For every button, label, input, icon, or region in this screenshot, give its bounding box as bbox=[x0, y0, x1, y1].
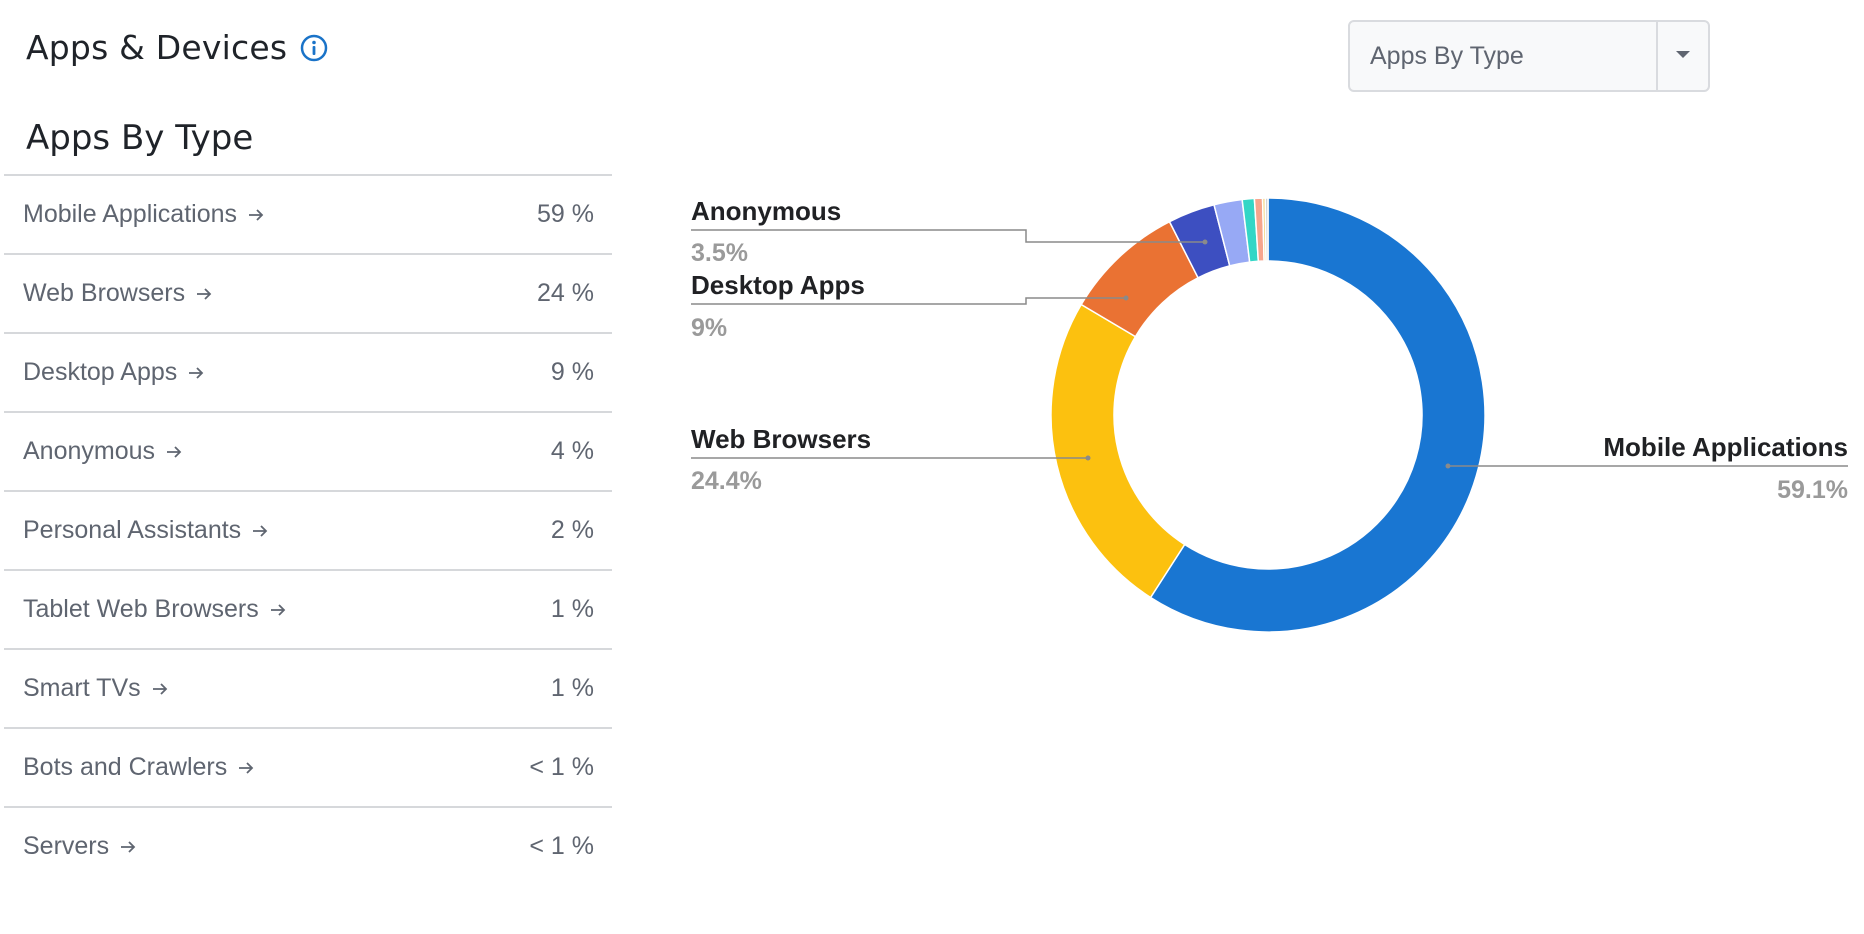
callout-desktop-apps-pct: 9% bbox=[691, 314, 727, 342]
table-row[interactable]: Personal Assistants 2 % bbox=[4, 492, 612, 571]
callout-mobile-applications: Mobile Applications 59.1% bbox=[1445, 432, 1848, 504]
table-row[interactable]: Tablet Web Browsers 1 % bbox=[4, 571, 612, 650]
row-value: 24 % bbox=[537, 279, 594, 307]
table-row[interactable]: Anonymous 4 % bbox=[4, 413, 612, 492]
slice-servers[interactable] bbox=[1264, 197, 1269, 262]
arrow-right-icon bbox=[151, 680, 169, 698]
slice-web-browsers[interactable] bbox=[1050, 303, 1186, 599]
arrow-right-icon bbox=[165, 443, 183, 461]
row-label: Servers bbox=[23, 832, 110, 860]
callout-web-browsers-name: Web Browsers bbox=[691, 424, 871, 454]
table-row[interactable]: Web Browsers 24 % bbox=[4, 255, 612, 334]
callout-anonymous-name: Anonymous bbox=[691, 196, 841, 226]
row-label: Web Browsers bbox=[23, 279, 186, 307]
arrow-right-icon bbox=[237, 759, 255, 777]
dropdown-selected-value: Apps By Type bbox=[1370, 41, 1524, 70]
arrow-right-icon bbox=[187, 364, 205, 382]
row-label: Anonymous bbox=[23, 437, 156, 465]
callout-web-browsers: Web Browsers 24.4% bbox=[691, 424, 1091, 495]
row-label: Smart TVs bbox=[23, 674, 141, 702]
row-value: 9 % bbox=[550, 358, 594, 386]
arrow-right-icon bbox=[119, 838, 137, 856]
callout-mobile-applications-pct: 59.1% bbox=[1777, 476, 1848, 504]
dropdown-toggle[interactable] bbox=[1656, 22, 1708, 90]
header: Apps & Devices bbox=[26, 28, 329, 67]
callout-anonymous-pct: 3.5% bbox=[691, 239, 748, 267]
row-value: 1 % bbox=[550, 674, 594, 702]
callout-mobile-applications-name: Mobile Applications bbox=[1603, 432, 1848, 462]
page-title: Apps & Devices bbox=[26, 28, 288, 67]
arrow-right-icon bbox=[195, 285, 213, 303]
row-label: Personal Assistants bbox=[23, 516, 242, 544]
callout-anonymous: Anonymous 3.5% bbox=[691, 196, 1208, 267]
row-label: Desktop Apps bbox=[23, 358, 178, 386]
row-label: Tablet Web Browsers bbox=[23, 595, 259, 623]
callout-desktop-apps-name: Desktop Apps bbox=[691, 270, 865, 300]
apps-type-table: Mobile Applications 59 % Web Browsers 24… bbox=[4, 174, 612, 885]
callout-desktop-apps: Desktop Apps 9% bbox=[691, 270, 1129, 342]
arrow-right-icon bbox=[251, 522, 269, 540]
arrow-right-icon bbox=[269, 601, 287, 619]
row-label: Bots and Crawlers bbox=[23, 753, 228, 781]
apps-donut-chart: Anonymous 3.5% Desktop Apps 9% Web Brows… bbox=[691, 196, 1848, 633]
row-value: 4 % bbox=[550, 437, 594, 465]
table-row[interactable]: Bots and Crawlers < 1 % bbox=[4, 729, 612, 808]
caret-down-icon bbox=[1675, 47, 1691, 65]
info-icon[interactable] bbox=[299, 33, 329, 63]
table-row[interactable]: Servers < 1 % bbox=[4, 808, 612, 885]
slice-mobile-applications[interactable] bbox=[1149, 197, 1486, 633]
table-row[interactable]: Smart TVs 1 % bbox=[4, 650, 612, 729]
row-value: 1 % bbox=[550, 595, 594, 623]
callout-web-browsers-pct: 24.4% bbox=[691, 467, 762, 495]
section-title: Apps By Type bbox=[26, 118, 254, 158]
table-row[interactable]: Mobile Applications 59 % bbox=[4, 176, 612, 255]
row-label: Mobile Applications bbox=[23, 200, 238, 228]
arrow-right-icon bbox=[247, 206, 265, 224]
chart-type-dropdown[interactable]: Apps By Type bbox=[1348, 20, 1710, 92]
row-value: < 1 % bbox=[529, 832, 594, 860]
table-row[interactable]: Desktop Apps 9 % bbox=[4, 334, 612, 413]
row-value: < 1 % bbox=[529, 753, 594, 781]
donut-slices bbox=[1050, 197, 1486, 633]
row-value: 59 % bbox=[537, 200, 594, 228]
row-value: 2 % bbox=[550, 516, 594, 544]
